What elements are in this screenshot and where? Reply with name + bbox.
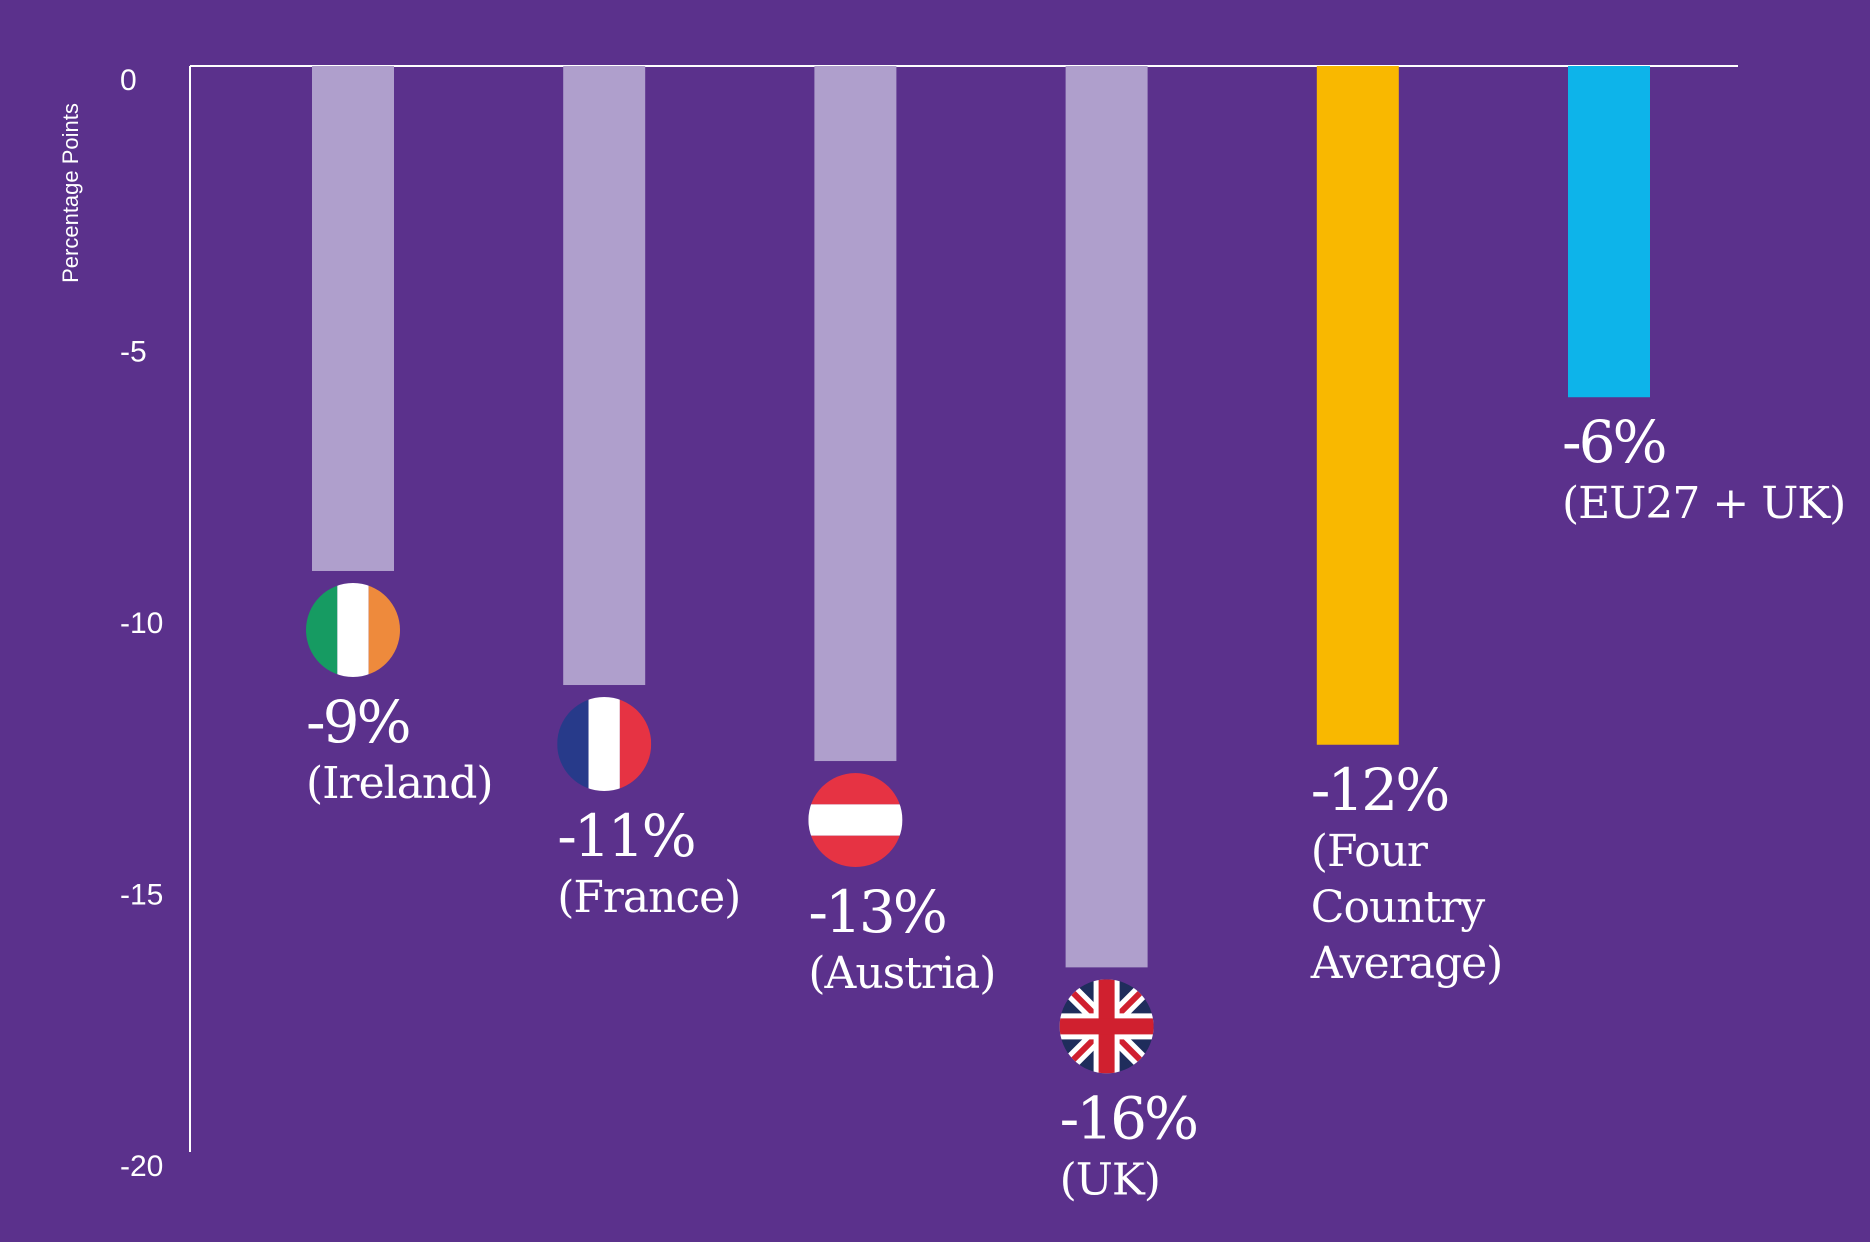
bars: [312, 66, 1650, 968]
bar-value-label: -6%: [1562, 408, 1665, 476]
bar-uk: [1065, 66, 1148, 968]
y-tick-label: -20: [120, 1150, 163, 1183]
axes: 0 -5 -10 -15 -20 Percentage Points: [58, 64, 1738, 1183]
y-tick-label: -10: [120, 607, 163, 640]
bar-labels: -9%(Ireland) -11%(France) -13%(Austria) -16…: [306, 408, 1846, 1205]
y-tick-label: -15: [120, 879, 163, 912]
bar-category-label: (Ireland): [306, 758, 493, 809]
bar-france: [563, 66, 646, 686]
bar-four-country-average: [1316, 66, 1399, 745]
bar-category-label: (EU27 + UK): [1562, 478, 1845, 529]
y-axis-title: Percentage Points: [58, 103, 83, 283]
bar-value-label: -11%: [557, 802, 694, 870]
bar-category-label: Country: [1311, 882, 1486, 933]
france-flag-icon: [557, 697, 652, 792]
bar-ireland: [312, 66, 394, 571]
bar-value-label: -12%: [1311, 756, 1448, 824]
bar-value-label: -16%: [1060, 1084, 1197, 1152]
bar-category-label: (Four: [1311, 826, 1429, 877]
austria-flag-icon: [808, 773, 903, 868]
y-tick-label: 0: [120, 64, 137, 97]
ireland-flag-icon: [306, 582, 400, 677]
bar-value-label: -13%: [808, 878, 945, 946]
bar-value-label: -9%: [306, 688, 409, 756]
bar-austria: [814, 66, 897, 762]
bar-category-label: (UK): [1060, 1154, 1160, 1205]
bar-category-label: (Austria): [808, 948, 995, 999]
uk-flag-icon: [1059, 979, 1154, 1074]
bar-category-label: Average): [1310, 938, 1503, 989]
bar-category-label: (France): [557, 872, 740, 923]
bar-eu27-uk: [1568, 66, 1650, 398]
y-tick-label: -5: [120, 336, 147, 369]
